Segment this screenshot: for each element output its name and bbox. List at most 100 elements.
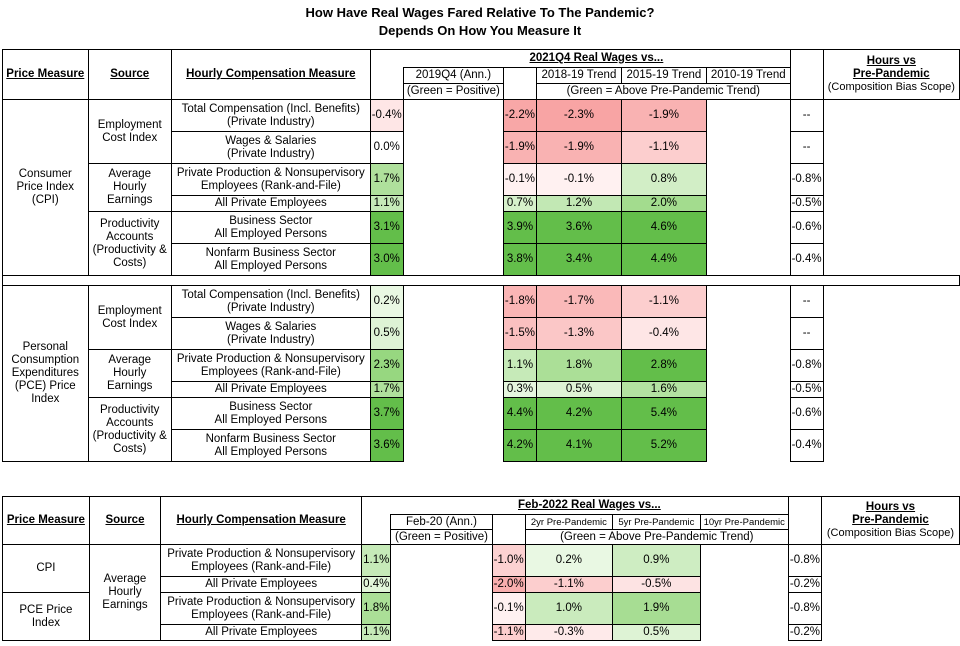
spacer-cell xyxy=(402,211,504,244)
table-row: All Private Employees 1.1% -1.1% -0.3% 0.5% -… xyxy=(3,624,960,641)
value-vs-trend-2: 4.1% xyxy=(535,429,622,462)
value-vs-trend-3: -1.1% xyxy=(620,285,707,318)
header-row-1: Price Measure Source Hourly Compensation M… xyxy=(2,496,960,545)
value-vs-pre-pandemic-level: 3.0% xyxy=(369,243,404,276)
column-header-trend-2: 5yr Pre-Pandemic xyxy=(612,514,701,530)
price-measure-line: Consumption xyxy=(11,354,80,366)
hours-vs-pre-pandemic: -0.8% xyxy=(789,163,824,196)
hours-vs-pre-pandemic: -0.4% xyxy=(789,243,824,276)
value-vs-trend-2: -1.3% xyxy=(535,317,622,350)
column-header-trend-2: 2015-19 Trend xyxy=(620,67,707,84)
section-gap xyxy=(2,275,960,286)
compensation-measure: Total Compensation (Incl. Benefits) (Priv… xyxy=(170,99,371,132)
source-line: Average xyxy=(103,573,147,585)
value-vs-trend-1: 4.2% xyxy=(502,429,537,462)
hours-header: Hours vs Pre-Pandemic (Composition Bias Sc… xyxy=(820,496,960,545)
spacer-cell xyxy=(699,544,789,577)
value-vs-trend-1: 3.8% xyxy=(502,243,537,276)
compensation-measure: Private Production & Nonsupervisory Emplo… xyxy=(160,544,363,577)
value-vs-trend-2: 0.2% xyxy=(524,544,614,577)
hourly-measure-header: Hourly Compensation Measure xyxy=(160,496,363,545)
spacer-cell xyxy=(705,163,791,196)
spacer-cell xyxy=(705,285,791,318)
value-vs-trend-3: -1.1% xyxy=(620,131,707,164)
source-line: Productivity xyxy=(100,403,160,416)
source: Productivity Accounts (Productivity & Costs… xyxy=(87,397,172,462)
spacer-cell xyxy=(402,429,504,462)
header-row-3: (Green = Positive) (Green = Above Pre-Pan… xyxy=(3,529,960,545)
compensation-measure-line: All Private Employees xyxy=(205,578,318,590)
spacer-cell xyxy=(492,514,526,545)
table-row: Personal Consumption Expenditures (PCE) Pri… xyxy=(2,285,960,462)
spacer-cell xyxy=(361,496,391,545)
value-vs-trend-2: 1.2% xyxy=(535,195,622,212)
source-line: Hourly xyxy=(108,586,142,598)
spacer-cell xyxy=(390,576,493,593)
compensation-measure-line: All Employed Persons xyxy=(214,445,328,458)
price-measure-line: (PCE) Price xyxy=(14,380,76,392)
source-line: Average xyxy=(108,354,152,366)
value-vs-trend-2: -2.3% xyxy=(535,99,622,132)
source-line: Hourly xyxy=(113,367,147,379)
spacer-cell xyxy=(402,285,504,318)
hours-header-note: (Composition Bias Scope) xyxy=(826,527,955,539)
value-vs-trend-1: -1.8% xyxy=(502,285,537,318)
hours-vs-pre-pandemic: -- xyxy=(789,285,824,318)
source-line: Hourly xyxy=(113,181,147,193)
hours-vs-pre-pandemic: -0.4% xyxy=(789,429,824,462)
compensation-measure: Business Sector All Employed Persons xyxy=(170,397,371,430)
spacer-cell xyxy=(699,592,789,625)
compensation-measure: Business Sector All Employed Persons xyxy=(170,211,371,244)
compensation-measure-line: All Private Employees xyxy=(214,383,327,395)
source-line: Employment xyxy=(97,118,162,131)
hours-vs-pre-pandemic: -- xyxy=(789,317,824,350)
hours-header-line: Hours vs xyxy=(866,55,916,67)
compensation-measure-line: Total Compensation (Incl. Benefits) xyxy=(181,102,360,115)
value-vs-trend-3: 5.2% xyxy=(620,429,707,462)
column-header-trend-1: 2yr Pre-Pandemic xyxy=(524,514,614,530)
hours-header-line: Pre-Pandemic xyxy=(852,68,930,80)
value-vs-trend-1: 0.3% xyxy=(502,381,537,398)
compensation-measure-line: (Private Industry) xyxy=(227,301,315,314)
value-vs-pre-pandemic-level: 2.3% xyxy=(369,349,404,382)
hours-header-note: (Composition Bias Scope) xyxy=(827,81,955,93)
spacer-cell xyxy=(705,397,791,430)
spacer-cell xyxy=(705,349,791,382)
price-measure-line: CPI xyxy=(36,562,56,574)
compensation-measure-line: Total Compensation (Incl. Benefits) xyxy=(181,288,360,301)
compensation-measure-line: Wages & Salaries xyxy=(225,320,317,333)
value-vs-trend-2: 1.0% xyxy=(524,592,614,625)
spacer-cell xyxy=(699,576,789,593)
value-vs-trend-2: 0.5% xyxy=(535,381,622,398)
value-vs-trend-1: -0.1% xyxy=(491,592,526,625)
spacer-cell xyxy=(705,317,791,350)
table-row: Productivity Accounts (Productivity & Costs… xyxy=(3,397,960,462)
hours-vs-pre-pandemic: -- xyxy=(789,131,824,164)
value-vs-pre-pandemic-level: 1.1% xyxy=(361,624,392,641)
source-line: Earnings xyxy=(102,599,148,611)
source-line: (Productivity & xyxy=(92,243,167,256)
spacer-cell xyxy=(789,49,824,100)
price-measure-line: PCE Price xyxy=(19,603,73,616)
value-vs-trend-2: 3.4% xyxy=(535,243,622,276)
spacer-cell xyxy=(705,195,791,212)
value-vs-trend-3: 1.9% xyxy=(612,592,701,625)
source-line: Earnings xyxy=(107,380,153,392)
source: Average Hourly Earnings xyxy=(88,544,162,641)
value-vs-trend-2: -1.7% xyxy=(535,285,622,318)
spacer-cell xyxy=(390,544,493,577)
source-header: Source xyxy=(87,49,172,100)
source-line: Earnings xyxy=(107,194,153,206)
compensation-measure-line: All Private Employees xyxy=(214,197,327,209)
source-line: Average xyxy=(108,168,152,180)
spacer-cell xyxy=(705,99,791,132)
price-measure-line: (CPI) xyxy=(31,194,59,206)
value-vs-pre-pandemic-level: 0.2% xyxy=(369,285,404,318)
spacer-cell xyxy=(402,243,504,276)
header-row-1: Price Measure Source Hourly Compensation M… xyxy=(2,49,960,100)
value-vs-pre-pandemic-level: 0.5% xyxy=(369,317,404,350)
value-vs-trend-3: 1.6% xyxy=(620,381,707,398)
hours-vs-pre-pandemic: -0.5% xyxy=(789,381,824,398)
spacer-cell xyxy=(402,349,504,382)
value-vs-trend-2: 4.2% xyxy=(535,397,622,430)
